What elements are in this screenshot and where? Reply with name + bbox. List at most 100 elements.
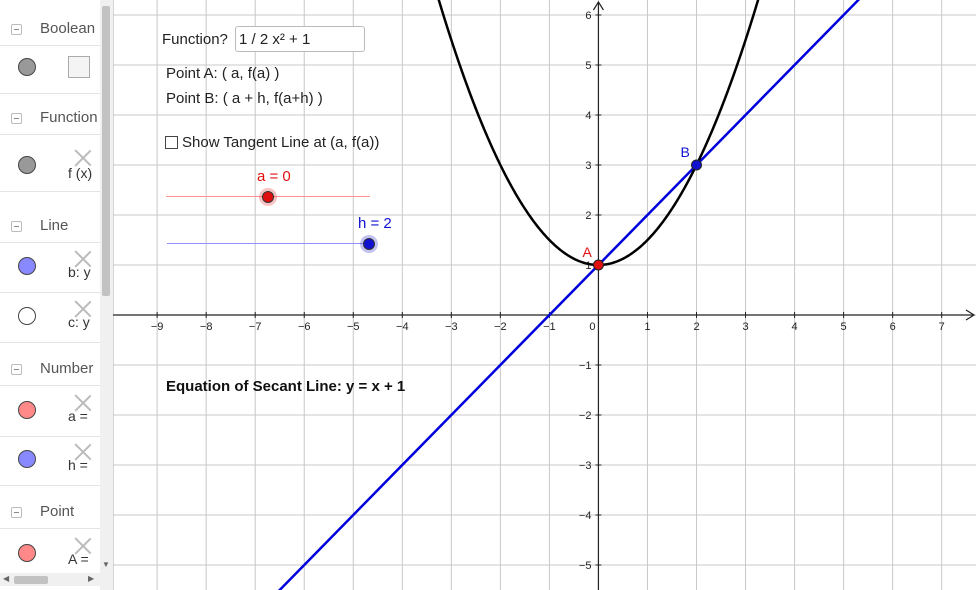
algebra-item-text: h = [68, 457, 88, 473]
x-tick-label: 1 [644, 321, 650, 333]
visibility-toggle-icon[interactable] [18, 156, 36, 174]
category-boolean[interactable]: Boolean [0, 5, 100, 46]
delete-icon[interactable] [74, 149, 92, 167]
category-label: Point [40, 503, 75, 520]
y-tick-label: 2 [585, 210, 591, 222]
algebra-item-line-b[interactable]: b: y [0, 244, 100, 293]
x-tick-label: −7 [249, 321, 262, 333]
collapse-icon[interactable] [11, 113, 22, 124]
y-tick-label: −2 [579, 410, 592, 422]
x-tick-label: 7 [939, 321, 945, 333]
visibility-toggle-icon[interactable] [18, 544, 36, 562]
algebra-item-text: b: y [68, 264, 91, 280]
algebra-item-number-a[interactable]: a = [0, 388, 100, 437]
graphics-view[interactable]: −9 −8 −7 −6 −5 −4 −3 −2 −1 0 1 2 3 4 5 6 7 −5 −4 −3 −2 −1 1 2 3 4… [113, 0, 976, 590]
algebra-item-checkbox[interactable] [0, 45, 100, 94]
slider-h-handle[interactable] [363, 238, 375, 250]
axes [113, 0, 976, 590]
y-tick-label: −5 [579, 560, 592, 572]
x-tick-label: 4 [792, 321, 798, 333]
category-label: Number [40, 360, 94, 377]
x-tick-label: −6 [298, 321, 311, 333]
x-tick-label: 6 [890, 321, 896, 333]
scroll-down-icon[interactable]: ▼ [102, 560, 110, 569]
category-line[interactable]: Line [0, 202, 100, 243]
visibility-toggle-icon[interactable] [18, 58, 36, 76]
scroll-left-icon[interactable]: ◀ [3, 574, 10, 583]
points[interactable]: AB [582, 144, 703, 271]
algebra-item-function[interactable]: f (x) [0, 143, 100, 192]
horizontal-scrollbar[interactable]: ◀ ▶ [0, 573, 100, 586]
visibility-toggle-icon[interactable] [18, 450, 36, 468]
algebra-item-text: a = [68, 408, 88, 424]
slider-a-handle[interactable] [262, 191, 274, 203]
x-tick-label: −4 [396, 321, 409, 333]
grid [113, 0, 976, 590]
y-tick-label: −1 [579, 360, 592, 372]
x-tick-label: −2 [494, 321, 507, 333]
category-label: Function [40, 109, 98, 126]
delete-icon[interactable] [74, 537, 92, 555]
x-tick-label: 3 [742, 321, 748, 333]
secant-equation-text: Equation of Secant Line: y = x + 1 [166, 378, 406, 395]
scrollbar-thumb[interactable] [102, 6, 110, 296]
category-label: Line [40, 217, 69, 234]
x-tick-label: −9 [151, 321, 164, 333]
point-b-text: Point B: ( a + h, f(a+h) ) [166, 90, 323, 107]
delete-icon[interactable] [74, 443, 92, 461]
algebra-item-line-c[interactable]: c: y [0, 294, 100, 343]
visibility-toggle-icon[interactable] [18, 257, 36, 275]
category-point[interactable]: Point [0, 488, 100, 529]
x-axis-arrow-icon [965, 309, 976, 321]
x-tick-label: 5 [841, 321, 847, 333]
tangent-checkbox-label[interactable]: Show Tangent Line at (a, f(a)) [182, 134, 380, 151]
category-number[interactable]: Number [0, 345, 100, 386]
algebra-item-text: f (x) [68, 165, 93, 181]
scroll-right-icon[interactable]: ▶ [88, 574, 95, 583]
checkbox-object-icon[interactable] [68, 56, 90, 78]
y-tick-label: 1 [585, 260, 591, 272]
vertical-scrollbar[interactable]: ▼ [100, 0, 113, 590]
y-tick-label: 4 [585, 110, 591, 122]
slider-h-track[interactable] [167, 243, 370, 244]
y-tick-label: −3 [579, 460, 592, 472]
function-label: Function? [162, 31, 228, 48]
algebra-item-text: A = [68, 551, 89, 567]
secant-line[interactable] [255, 0, 892, 590]
y-tick-label: 6 [585, 10, 591, 22]
algebra-view: Boolean Function f (x) Line b: y c: y Nu… [0, 0, 114, 590]
point-label: A [582, 244, 592, 260]
x-tick-label: 2 [693, 321, 699, 333]
collapse-icon[interactable] [11, 364, 22, 375]
x-tick-label: 0 [589, 321, 595, 333]
scrollbar-thumb[interactable] [14, 576, 48, 584]
delete-icon[interactable] [74, 250, 92, 268]
delete-icon[interactable] [74, 394, 92, 412]
delete-icon[interactable] [74, 300, 92, 318]
collapse-icon[interactable] [11, 24, 22, 35]
y-tick-label: 3 [585, 160, 591, 172]
tick-labels: −9 −8 −7 −6 −5 −4 −3 −2 −1 0 1 2 3 4 5 6 7 −5 −4 −3 −2 −1 1 2 3 4… [151, 10, 945, 572]
collapse-icon[interactable] [11, 507, 22, 518]
category-label: Boolean [40, 20, 96, 37]
y-axis-arrow-icon [592, 0, 604, 11]
x-tick-label: −3 [445, 321, 458, 333]
point-label: B [681, 144, 690, 160]
algebra-item-text: c: y [68, 314, 90, 330]
collapse-icon[interactable] [11, 221, 22, 232]
y-tick-label: −4 [579, 510, 592, 522]
x-tick-label: −5 [347, 321, 360, 333]
slider-h-label: h = 2 [358, 215, 392, 232]
y-tick-label: 5 [585, 60, 591, 72]
point-a[interactable] [592, 259, 604, 271]
point-a-text: Point A: ( a, f(a) ) [166, 65, 280, 82]
visibility-toggle-icon[interactable] [18, 307, 36, 325]
algebra-item-number-h[interactable]: h = [0, 437, 100, 486]
visibility-toggle-icon[interactable] [18, 401, 36, 419]
tangent-checkbox[interactable] [165, 136, 178, 149]
slider-a-label: a = 0 [257, 168, 291, 185]
point-b[interactable] [691, 159, 703, 171]
function-input[interactable] [235, 26, 365, 52]
category-function[interactable]: Function [0, 94, 100, 135]
x-tick-label: −8 [200, 321, 213, 333]
